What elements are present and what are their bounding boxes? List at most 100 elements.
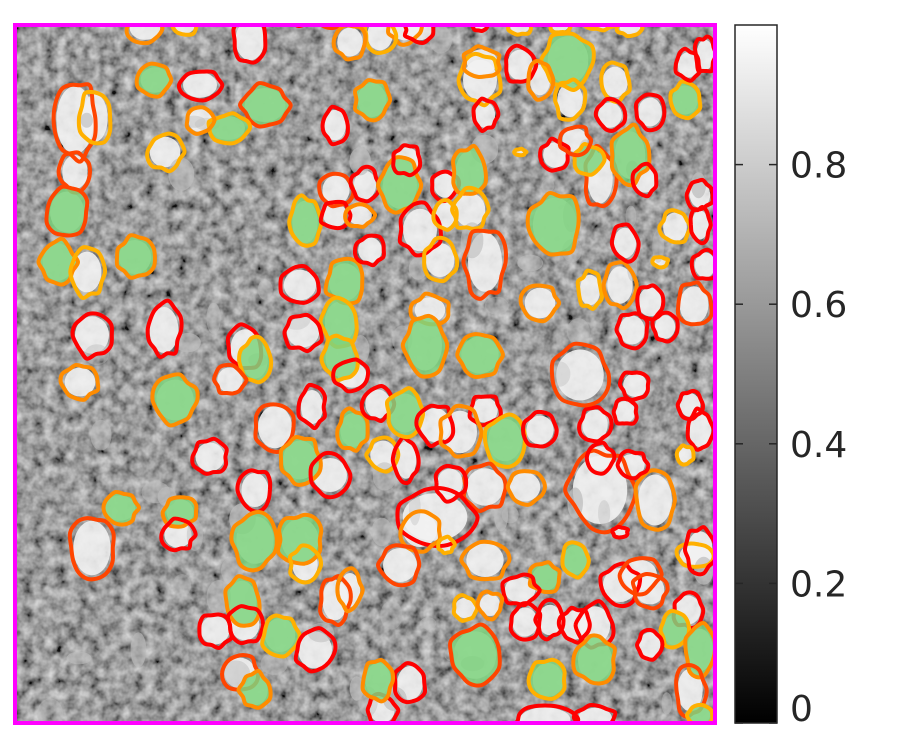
roi-outline	[278, 263, 321, 305]
background-cell	[625, 205, 637, 228]
roi-outline	[67, 516, 116, 582]
cell-body	[149, 307, 179, 353]
roi-outline	[657, 208, 693, 245]
cell-body	[454, 193, 486, 227]
roi-outline	[114, 233, 157, 280]
roi-outline	[343, 202, 378, 229]
roi-outline	[617, 370, 651, 402]
roi-outline	[572, 141, 607, 177]
roi-outline	[508, 601, 543, 642]
cell-body	[538, 604, 562, 636]
roi-outline	[584, 440, 617, 476]
background-cell	[206, 302, 221, 334]
roi-outline	[236, 668, 273, 710]
roi-outline	[650, 255, 671, 270]
roi-outline	[229, 510, 279, 573]
roi-outline	[470, 25, 490, 34]
roi-outline	[352, 233, 386, 268]
cell-body	[300, 390, 324, 424]
roi-outline	[318, 25, 341, 31]
roi-outline	[533, 597, 566, 642]
roi-outline	[282, 312, 324, 354]
cell-body	[183, 72, 217, 98]
roi-outline	[276, 512, 324, 566]
cell-body	[598, 102, 622, 128]
roi-outline	[70, 311, 114, 361]
roi-outline	[512, 146, 529, 158]
background-cell	[257, 279, 273, 300]
roi-outline	[392, 661, 428, 705]
roi-outline	[459, 539, 512, 582]
cell-body	[607, 266, 633, 304]
roi-outline	[549, 341, 612, 408]
cell-body	[466, 468, 504, 506]
roi-outline	[450, 185, 491, 231]
cell-body	[188, 108, 212, 132]
cell-body	[454, 597, 476, 619]
cell-body	[149, 136, 181, 168]
roi-outline	[223, 574, 262, 628]
background-cell	[380, 600, 403, 630]
roi-outline	[190, 436, 229, 476]
roi-outline	[58, 362, 101, 402]
roi-outline	[552, 77, 588, 122]
roi-outline	[376, 543, 422, 588]
roi-outline	[685, 406, 715, 452]
cell-body	[200, 615, 230, 645]
roi-outline	[360, 658, 396, 704]
roi-outline	[526, 58, 556, 102]
cell-body	[383, 548, 417, 582]
roi-outline	[650, 310, 680, 344]
roi-outline	[630, 571, 670, 611]
background-cell	[408, 491, 421, 526]
cell-body	[602, 66, 628, 98]
background-cell	[598, 500, 611, 527]
roi-outline	[548, 25, 573, 35]
cell-body	[613, 227, 637, 259]
cell-body	[217, 367, 243, 393]
roi-outline	[231, 25, 268, 65]
cell-body	[677, 52, 699, 78]
cell-body	[365, 389, 391, 419]
roi-outline	[335, 406, 370, 453]
roi-outline	[319, 333, 360, 383]
cell-body	[62, 155, 88, 189]
roi-outline	[335, 566, 365, 614]
roi-outline	[598, 561, 643, 609]
cell-body	[663, 212, 687, 242]
roi-outline	[461, 44, 502, 80]
cell-body	[174, 25, 196, 34]
cell-body	[474, 102, 496, 128]
background-cell	[517, 254, 544, 272]
cell-body	[519, 707, 571, 723]
roi-outline	[674, 541, 715, 569]
cell-body	[526, 415, 554, 445]
image-border	[13, 23, 717, 725]
roi-outline	[365, 691, 401, 723]
roi-outlines-layer	[36, 25, 715, 723]
roi-outline	[184, 105, 217, 136]
colorbar: 0 0.2 0.4 0.6 0.8	[734, 24, 847, 730]
roi-outline	[455, 332, 505, 380]
roi-outline	[614, 25, 645, 39]
cell-body	[654, 315, 676, 339]
cell-body	[286, 316, 320, 348]
roi-outline	[675, 388, 705, 422]
roi-outline	[150, 372, 200, 428]
cell-body	[323, 109, 347, 141]
cell-body	[556, 349, 604, 401]
roi-outline	[391, 143, 423, 178]
roi-outline	[506, 25, 533, 37]
cell-body	[322, 175, 350, 205]
roi-outline	[609, 222, 641, 264]
roi-outline	[320, 104, 350, 147]
roi-outline	[593, 96, 628, 133]
roi-outline	[348, 164, 382, 204]
roi-outline	[615, 448, 651, 481]
cell-body	[283, 269, 317, 301]
roi-outline	[422, 235, 460, 284]
roi-outline	[359, 383, 397, 424]
background-cell	[349, 676, 364, 701]
cell-body	[403, 208, 437, 252]
